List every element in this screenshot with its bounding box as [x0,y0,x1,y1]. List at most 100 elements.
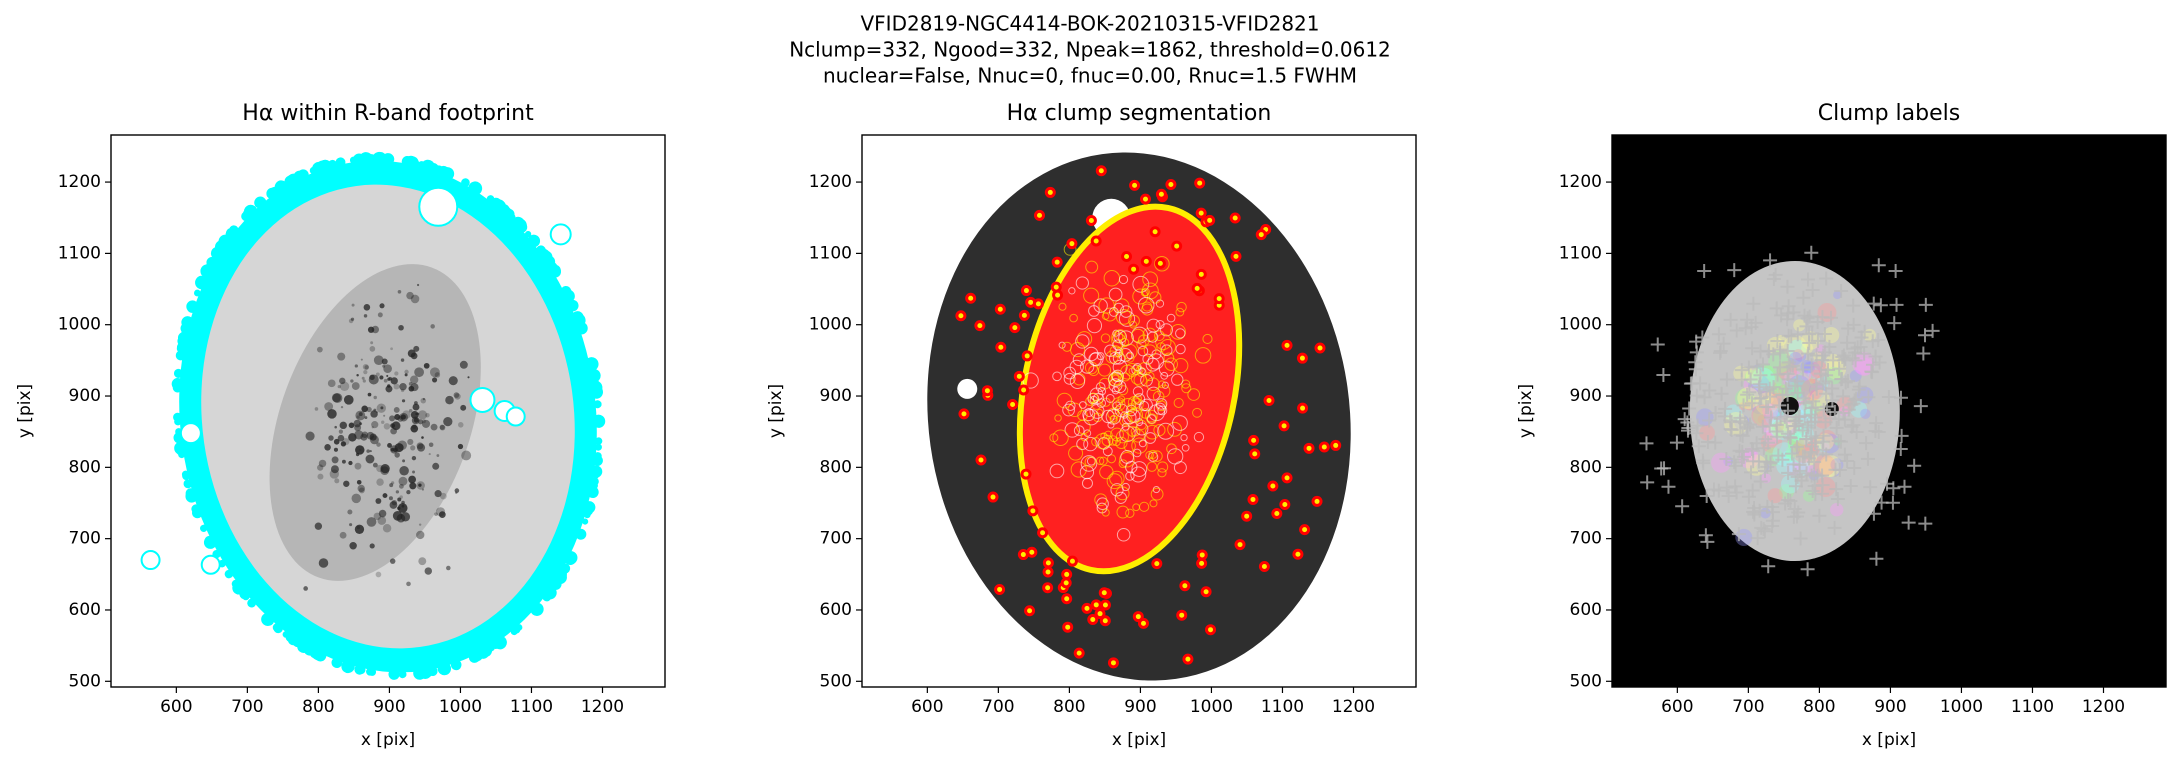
footprint-edge [564,551,578,565]
clump [1330,439,1342,451]
label-blob [1696,408,1714,426]
galaxy-knot [408,408,413,413]
clump-outline [1095,382,1106,392]
footprint-edge [261,612,275,626]
clump-outline [1063,372,1076,385]
clump [1195,268,1207,280]
galaxy-knot [398,324,404,331]
clump-outline [1080,433,1089,442]
clump-outline [1101,508,1110,517]
peak-marker [1801,346,1816,361]
clump [1094,608,1106,620]
footprint-edge [186,300,199,313]
clump-outline [1157,468,1167,478]
galaxy-knot [404,369,409,375]
clump [958,408,970,420]
galaxy-knot [389,483,394,488]
peak-marker [1840,335,1855,350]
clump-outline [1171,373,1184,386]
peak-marker [1787,501,1802,516]
peak-marker [1734,372,1749,387]
y-tick-label: 1200 [58,172,101,192]
peak-marker [1792,409,1807,424]
x-tick-label: 700 [231,697,263,717]
x-tick-label: 600 [911,697,943,717]
galaxy-knot [453,392,460,398]
clump-outline [1166,443,1177,455]
galaxy-knot [443,417,453,427]
peak-marker [1825,381,1840,396]
peak-marker [1773,345,1788,360]
clump-outline [1119,305,1133,318]
clump [1140,255,1152,267]
peak-marker [1780,403,1795,418]
y-tick-label: 500 [820,671,852,691]
peak-marker [1793,531,1808,546]
galaxy-knot [393,383,400,390]
footprint-edge [398,670,407,679]
footprint-edge [275,183,284,193]
galaxy-knot [349,541,357,550]
clump [1255,229,1267,241]
y-tick-label: 700 [820,529,852,549]
suptitle: nuclear=False, Nnuc=0, fnuc=0.00, Rnuc=1… [823,64,1357,88]
footprint-edge [359,152,373,166]
peak-marker [1719,480,1734,495]
galaxy-knot [324,402,334,411]
galaxy-knot [416,443,426,452]
galaxy-knot [394,371,399,376]
peak-marker [1871,332,1886,347]
peak-marker [1758,432,1773,447]
galaxy-knot [406,489,411,495]
label-blob [1699,424,1715,441]
footprint-edge [193,289,201,297]
y-tick-label: 500 [1570,671,1602,691]
clump [981,385,993,397]
galaxy-knot [413,401,418,405]
label-blob [1833,290,1842,300]
image-panel [927,152,1351,681]
clump-outline [1202,333,1213,345]
peak-marker [1755,357,1770,372]
peak-marker [1835,372,1850,387]
clump-outline [1064,422,1080,438]
peak-marker [1901,515,1916,530]
galaxy-knot [411,455,417,461]
peak-marker [1817,327,1832,342]
clump-outline [1159,323,1174,337]
galaxy-knot [401,500,405,505]
clump [1129,179,1141,191]
x-tick-label: 1100 [2011,697,2054,717]
peak-marker [1745,396,1759,411]
clump-outline [1156,461,1169,473]
clump-outline [1068,287,1076,295]
footprint-edge [195,275,209,290]
galaxy-knot [337,385,341,389]
footprint-edge [582,518,589,525]
x-tick-label: 1100 [1261,697,1304,717]
galaxy-knot [354,462,362,470]
clump-outline [1176,301,1187,313]
y-tick-label: 800 [820,457,852,477]
clump [1021,350,1033,362]
galaxy-knot [412,403,420,411]
clump [1137,617,1149,629]
clump-outline [1163,352,1175,364]
clump-outline [1104,344,1117,357]
peak-marker [1680,415,1695,430]
label-blob [1760,507,1771,519]
clump [1278,420,1290,432]
x-tick-label: 1200 [581,697,624,717]
peak-marker [1800,562,1815,577]
clump [1279,498,1291,510]
mask-hole [549,223,572,246]
galaxy-knot [351,493,362,504]
clump-outline [1138,400,1150,412]
footprint-edge [413,666,427,680]
clump [1292,548,1304,560]
galaxy-knot [397,289,402,294]
footprint-edge [273,623,283,634]
clump-outline [1138,367,1146,375]
clump [1299,524,1311,536]
clump-outline [1022,372,1039,389]
